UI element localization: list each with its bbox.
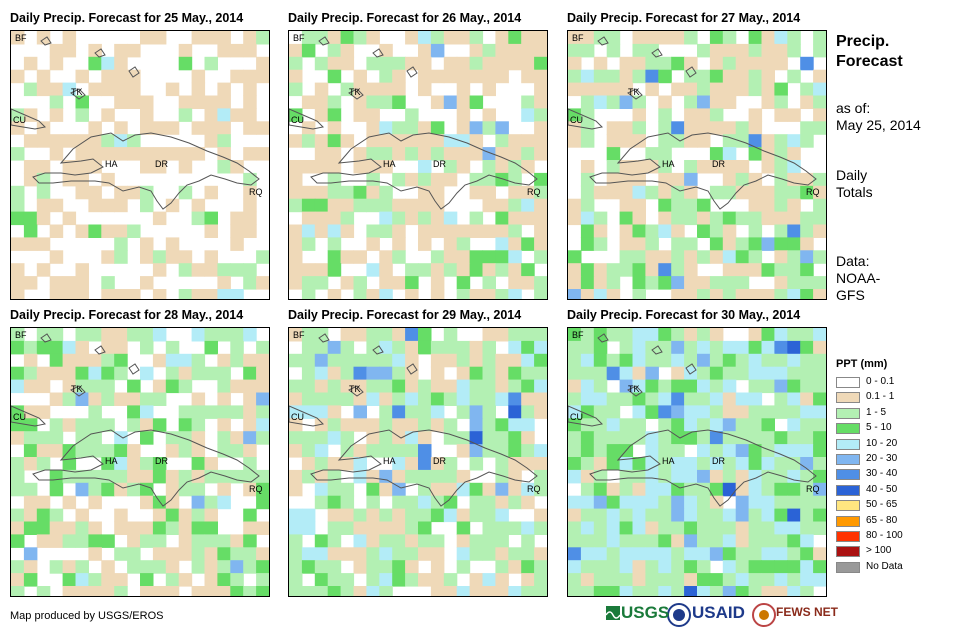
sidebar-asof-date: May 25, 2014	[836, 117, 921, 133]
legend-label: 20 - 30	[866, 453, 898, 464]
legend-label: 30 - 40	[866, 468, 898, 480]
legend-label: 5 - 10	[866, 422, 892, 434]
map-label-dr: DR	[155, 456, 168, 466]
map-label-rq: RQ	[806, 187, 820, 197]
panel-title-2: Daily Precip. Forecast for 26 May., 2014	[288, 11, 522, 25]
legend-label: 10 - 20	[866, 437, 898, 449]
map-label-ha: HA	[662, 456, 675, 466]
legend-swatch	[836, 407, 860, 419]
usgs-logo-text: USGS	[621, 603, 670, 622]
map-label-bf: BF	[572, 330, 584, 340]
legend-swatch	[836, 546, 860, 558]
map-label-bf: BF	[293, 330, 305, 340]
map-label-cu: CU	[13, 115, 26, 125]
sidebar-data-line2: NOAA-	[836, 270, 881, 286]
legend-label: 80 - 100	[866, 530, 903, 541]
sidebar-totals-line2: Totals	[836, 184, 873, 200]
map-label-dr: DR	[155, 159, 168, 169]
legend-swatch	[836, 531, 860, 542]
legend-swatch	[836, 454, 860, 465]
legend-swatch	[836, 469, 860, 481]
map-label-rq: RQ	[249, 484, 263, 494]
map-label-rq: RQ	[527, 187, 541, 197]
legend-label: 1 - 5	[866, 406, 887, 418]
legend-label: > 100	[866, 545, 892, 557]
fewsnet-logo-text: FEWS NET	[776, 605, 838, 619]
legend-swatch	[836, 423, 860, 435]
panel-title-1: Daily Precip. Forecast for 25 May., 2014	[10, 11, 244, 25]
map-label-cu: CU	[291, 412, 304, 422]
map-label-cu: CU	[570, 412, 583, 422]
sidebar-totals-line1: Daily	[836, 167, 868, 183]
precip-grid	[289, 31, 547, 299]
map-label-ha: HA	[383, 456, 396, 466]
map-label-bf: BF	[572, 33, 584, 43]
panel-title-3: Daily Precip. Forecast for 27 May., 2014	[567, 11, 801, 25]
legend-label: 0 - 0.1	[866, 376, 895, 387]
forecast-map-4: BF TK CU HA DR RQ	[10, 327, 270, 597]
partner-logos: USGS USAID FEWS NET	[606, 603, 838, 631]
map-label-tk: TK	[628, 87, 640, 97]
panel-title-6: Daily Precip. Forecast for 30 May., 2014	[567, 308, 801, 322]
map-label-bf: BF	[15, 330, 27, 340]
map-label-bf: BF	[15, 33, 27, 43]
map-label-cu: CU	[13, 412, 26, 422]
map-label-tk: TK	[71, 384, 83, 394]
sidebar-data-line1: Data:	[836, 253, 870, 269]
sidebar-title-line1: Precip.	[836, 33, 890, 50]
map-label-dr: DR	[712, 456, 725, 466]
map-label-ha: HA	[662, 159, 675, 169]
sidebar-title-line2: Forecast	[836, 53, 903, 70]
map-label-dr: DR	[433, 159, 446, 169]
usgs-logo-icon	[606, 603, 776, 627]
legend-swatch	[836, 484, 860, 496]
forecast-map-2: BF TK CU HA DR RQ	[288, 30, 548, 300]
usaid-logo-text: USAID	[692, 603, 745, 622]
legend-swatch	[836, 515, 860, 527]
precip-grid	[11, 328, 269, 596]
legend-swatch	[836, 500, 860, 512]
legend-swatch	[836, 377, 860, 388]
map-label-ha: HA	[383, 159, 396, 169]
map-label-cu: CU	[291, 115, 304, 125]
legend-label: 40 - 50	[866, 483, 898, 495]
map-label-tk: TK	[628, 384, 640, 394]
precip-grid	[11, 31, 269, 299]
legend-swatch	[836, 438, 860, 450]
precip-grid	[568, 31, 826, 299]
map-label-rq: RQ	[249, 187, 263, 197]
map-label-tk: TK	[349, 384, 361, 394]
map-label-ha: HA	[105, 456, 118, 466]
map-label-rq: RQ	[527, 484, 541, 494]
map-label-ha: HA	[105, 159, 118, 169]
forecast-map-3: BF TK CU HA DR RQ	[567, 30, 827, 300]
panel-title-4: Daily Precip. Forecast for 28 May., 2014	[10, 308, 244, 322]
map-label-tk: TK	[71, 87, 83, 97]
legend-label: 0.1 - 1	[866, 391, 895, 403]
legend-title: PPT (mm)	[836, 358, 888, 370]
precip-grid	[289, 328, 547, 596]
map-label-bf: BF	[293, 33, 305, 43]
sidebar-asof-label: as of:	[836, 100, 871, 116]
precip-grid	[568, 328, 826, 596]
forecast-map-6: BF TK CU HA DR RQ	[567, 327, 827, 597]
legend-label: 65 - 80	[866, 514, 898, 526]
legend-swatch	[836, 392, 860, 404]
legend-swatch	[836, 561, 860, 573]
map-label-rq: RQ	[806, 484, 820, 494]
forecast-map-1: BF TK CU HA DR RQ	[10, 30, 270, 300]
map-label-tk: TK	[349, 87, 361, 97]
map-label-dr: DR	[433, 456, 446, 466]
credit-text: Map produced by USGS/EROS	[10, 610, 164, 622]
legend-label: 50 - 65	[866, 499, 898, 511]
legend-label: No Data	[866, 560, 903, 572]
map-label-dr: DR	[712, 159, 725, 169]
forecast-map-5: BF TK CU HA DR RQ	[288, 327, 548, 597]
panel-title-5: Daily Precip. Forecast for 29 May., 2014	[288, 308, 522, 322]
sidebar-data-line3: GFS	[836, 287, 865, 303]
map-label-cu: CU	[570, 115, 583, 125]
